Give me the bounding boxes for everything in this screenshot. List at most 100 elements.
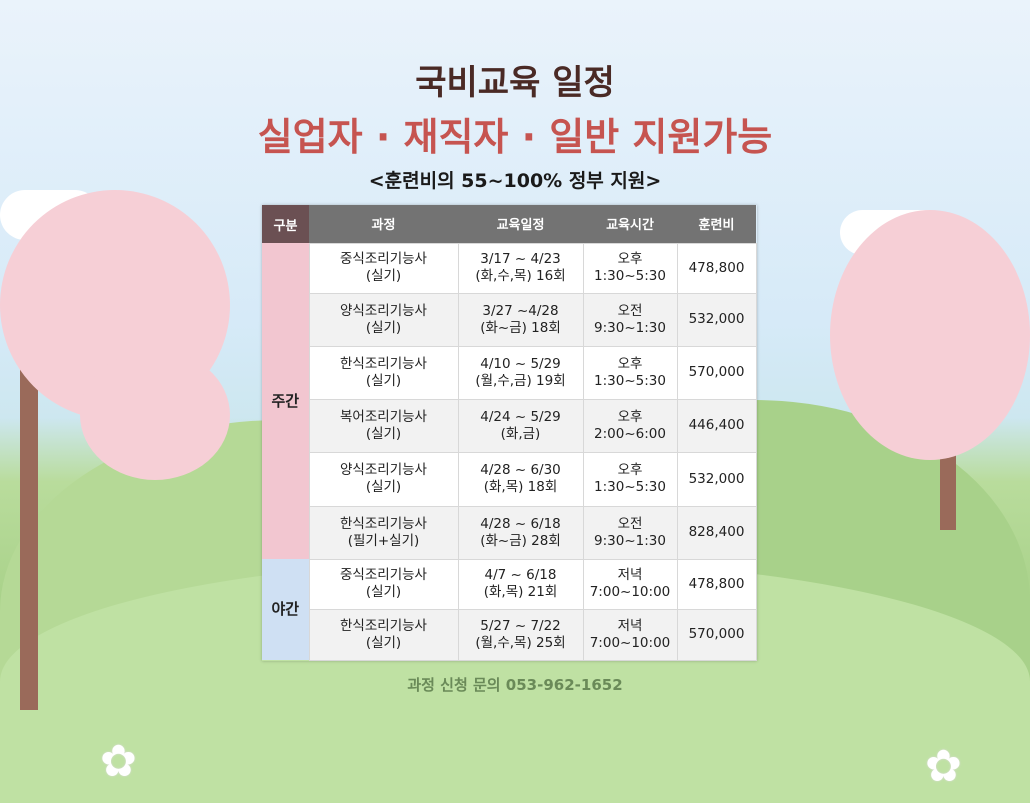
subsidy-note: <훈련비의 55~100% 정부 지원> [368,170,662,192]
course-time: 1:30~5:30 [594,479,666,495]
table-header: 구분 과정 교육일정 교육시간 훈련비 [262,205,756,243]
course-type: (실기) [365,584,402,600]
course-type: (필기+실기) [347,532,420,549]
fee-cell: 570,000 [676,608,757,661]
course-cell: 중식조리기능사 (실기) [308,558,459,610]
header-schedule: 교육일정 [458,205,583,243]
daisy-icon: ✿ [100,736,137,787]
header-time: 교육시간 [583,205,677,243]
course-time: 9:30~1:30 [594,319,666,336]
course-days: (화,목) 21회 [483,584,558,600]
table-row: 한식조리기능사 (필기+실기) 4/28 ~ 6/18 (화~금) 28회 오전 9:30… [262,505,757,560]
schedule-cell: 4/28 ~ 6/18 (화~금) 28회 [457,505,584,560]
course-cell: 중식조리기능사 (실기) [308,242,459,294]
course-dates: 3/17 ~ 4/23 [480,251,561,267]
course-period: 오후 [617,408,643,425]
course-days: (화~금) 18회 [480,319,561,336]
course-type: (실기) [365,479,402,495]
time-cell: 오후 1:30~5:30 [582,345,678,400]
course-type: (실기) [365,425,402,442]
fee-cell: 478,800 [676,242,757,294]
page-title: 국비교육 일정 [415,63,615,103]
course-type: (실기) [365,268,402,284]
course-period: 오전 [617,515,643,532]
course-type: (실기) [365,319,402,336]
course-dates: 5/27 ~ 7/22 [480,617,561,634]
course-dates: 4/10 ~ 5/29 [480,355,561,372]
schedule-cell: 4/28 ~ 6/30 (화,목) 18회 [457,451,584,507]
course-time: 7:00~10:00 [589,584,671,600]
course-type: (실기) [365,372,402,389]
course-days: (화,금) [500,425,541,442]
course-cell: 한식조리기능사 (실기) [308,608,459,661]
cherry-tree-right [830,210,1030,460]
course-period: 오후 [617,462,643,478]
fee-cell: 532,000 [676,292,757,347]
table-row: 한식조리기능사 (실기) 4/10 ~ 5/29 (월,수,금) 19회 오후 1:30~… [262,345,757,400]
course-cell: 복어조리기능사 (실기) [308,398,459,453]
cherry-tree-left-small [80,350,230,480]
course-time: 1:30~5:30 [594,268,666,284]
course-time: 1:30~5:30 [594,372,666,389]
fee-cell: 478,800 [676,558,757,610]
course-dates: 4/7 ~ 6/18 [484,567,557,583]
time-cell: 오후 1:30~5:30 [582,242,678,294]
course-name: 한식조리기능사 [340,617,427,634]
course-period: 저녁 [617,617,643,634]
course-dates: 4/24 ~ 5/29 [480,408,561,425]
course-cell: 한식조리기능사 (실기) [308,345,459,400]
tree-trunk-left [20,330,38,710]
course-period: 오후 [617,251,643,267]
course-dates: 4/28 ~ 6/30 [480,462,561,478]
course-days: (월,수,목) 25회 [475,634,566,651]
course-name: 복어조리기능사 [340,408,427,425]
course-period: 오후 [617,355,643,372]
course-type: (실기) [365,634,402,651]
page-subtitle: 실업자 · 재직자 · 일반 지원가능 [257,115,773,159]
course-name: 한식조리기능사 [340,515,427,532]
course-name: 중식조리기능사 [340,567,427,583]
schedule-cell: 3/17 ~ 4/23 (화,수,목) 16회 [457,242,584,294]
category-night: 야간 [262,559,309,660]
contact-info: 과정 신청 문의 053-962-1652 [407,676,623,694]
course-cell: 양식조리기능사 (실기) [308,451,459,507]
schedule-cell: 4/10 ~ 5/29 (월,수,금) 19회 [457,345,584,400]
schedule-cell: 5/27 ~ 7/22 (월,수,목) 25회 [457,608,584,661]
course-days: (화,수,목) 16회 [475,268,566,284]
table-row: 한식조리기능사 (실기) 5/27 ~ 7/22 (월,수,목) 25회 저녁 7:00~… [262,608,757,661]
daisy-icon: ✿ [925,741,962,792]
fee-cell: 828,400 [676,505,757,560]
schedule-cell: 4/24 ~ 5/29 (화,금) [457,398,584,453]
header-course: 과정 [309,205,458,243]
table-row: 주간 중식조리기능사 (실기) 3/17 ~ 4/23 (화,수,목) 16회 오후 1:3… [262,242,757,559]
schedule-table: 구분 과정 교육일정 교육시간 훈련비 주간 중식조리기능사 (실기) 3/17 ~ … [262,205,757,661]
header-fee: 훈련비 [677,205,756,243]
course-name: 중식조리기능사 [340,251,427,267]
course-period: 오전 [617,302,643,319]
course-days: (화,목) 18회 [483,479,558,495]
course-name: 양식조리기능사 [340,462,427,478]
fee-cell: 570,000 [676,345,757,400]
fee-cell: 532,000 [676,451,757,507]
course-time: 7:00~10:00 [589,634,671,651]
table-row: 야간 중식조리기능사 (실기) 4/7 ~ 6/18 (화,목) 21회 저녁 7:00~1… [262,558,757,660]
table-row: 양식조리기능사 (실기) 4/28 ~ 6/30 (화,목) 18회 오후 1:30~5:… [262,451,757,507]
course-name: 한식조리기능사 [340,355,427,372]
time-cell: 저녁 7:00~10:00 [582,558,678,610]
course-days: (화~금) 28회 [480,532,561,549]
header-category: 구분 [262,205,309,243]
schedule-cell: 3/27 ~4/28 (화~금) 18회 [457,292,584,347]
course-time: 2:00~6:00 [594,425,666,442]
time-cell: 오전 9:30~1:30 [582,505,678,560]
course-name: 양식조리기능사 [340,302,427,319]
course-dates: 3/27 ~4/28 [482,302,559,319]
time-cell: 저녁 7:00~10:00 [582,608,678,661]
category-day: 주간 [262,243,309,559]
course-dates: 4/28 ~ 6/18 [480,515,561,532]
course-cell: 한식조리기능사 (필기+실기) [308,505,459,560]
schedule-cell: 4/7 ~ 6/18 (화,목) 21회 [457,558,584,610]
time-cell: 오전 9:30~1:30 [582,292,678,347]
course-time: 9:30~1:30 [594,532,666,549]
fee-cell: 446,400 [676,398,757,453]
time-cell: 오후 1:30~5:30 [582,451,678,507]
